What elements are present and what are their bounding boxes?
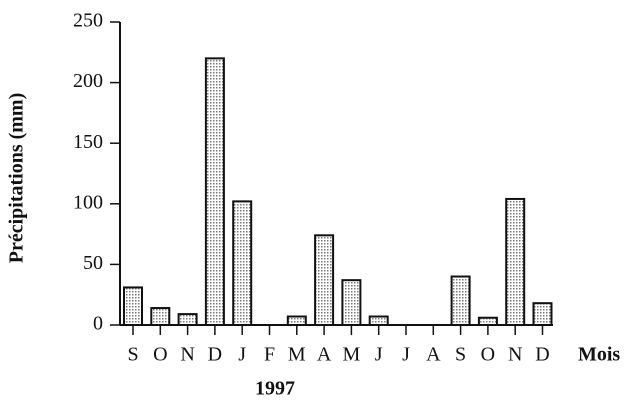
x-tick-label: N xyxy=(508,344,522,366)
bar xyxy=(477,316,498,326)
bar xyxy=(341,279,362,327)
x-tick-label: F xyxy=(264,344,275,366)
bar xyxy=(450,275,471,326)
x-tick-label: J xyxy=(402,344,410,366)
y-tick-label: 100 xyxy=(73,191,103,213)
x-tick-label: D xyxy=(208,344,222,366)
x-axis-label: Mois xyxy=(578,344,620,366)
bar xyxy=(123,286,143,327)
bar xyxy=(204,57,225,327)
x-tick-label: M xyxy=(288,344,306,366)
bar xyxy=(150,307,171,327)
x-tick-label: D xyxy=(535,344,549,366)
x-tick-label: S xyxy=(127,344,138,366)
y-tick-label: 50 xyxy=(83,252,103,274)
bar xyxy=(286,315,307,326)
y-tick-label: 200 xyxy=(73,70,103,92)
y-tick-label: 150 xyxy=(73,131,103,153)
x-tick-label: M xyxy=(343,344,361,366)
bar xyxy=(177,313,198,327)
y-tick-label: 250 xyxy=(73,10,103,32)
bar xyxy=(368,315,389,326)
bar xyxy=(532,302,553,326)
annotation: 1997 xyxy=(255,378,295,400)
y-axis-label: Précipitations (mm) xyxy=(6,93,28,264)
x-tick-label: N xyxy=(180,344,194,366)
bar xyxy=(505,197,526,326)
bar xyxy=(232,200,253,327)
x-tick-label: A xyxy=(317,344,332,366)
x-tick-label: J xyxy=(375,344,383,366)
x-tick-label: A xyxy=(426,344,441,366)
bar xyxy=(314,234,335,326)
x-tick-label: O xyxy=(481,344,495,366)
x-tick-label: S xyxy=(455,344,466,366)
y-tick-label: 0 xyxy=(93,313,103,335)
x-tick-label: J xyxy=(238,344,246,366)
x-tick-label: O xyxy=(153,344,167,366)
